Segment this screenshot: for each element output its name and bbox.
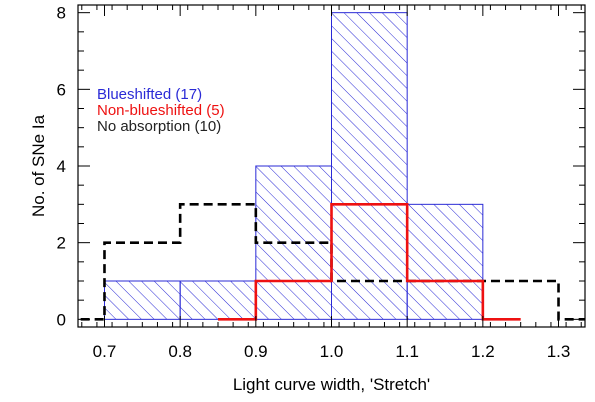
y-tick-label: 8 (57, 4, 66, 23)
legend-item-blueshifted: Blueshifted (17) (97, 86, 202, 103)
axes-layer (77, 4, 586, 328)
x-tick-label: 0.9 (244, 342, 268, 361)
histogram-layer (78, 12, 585, 321)
y-tick-label: 2 (57, 234, 66, 253)
no-absorption-step-line (78, 203, 585, 321)
y-tick-label: 4 (57, 157, 66, 176)
x-tick-label: 1.1 (395, 342, 419, 361)
legend-item-non-blueshifted: Non-blueshifted (5) (97, 102, 225, 119)
x-tick-label: 1.3 (547, 342, 571, 361)
tick-labels-layer: 0.7 0.8 0.9 1.0 1.1 1.2 1.3 0 2 4 6 8 (57, 4, 571, 361)
blueshifted-bar-1 (179, 280, 257, 320)
blueshifted-bar-3 (331, 12, 408, 320)
blueshifted-bar-0 (103, 280, 181, 320)
non-blueshifted-step-line (217, 203, 521, 321)
x-axis-title: Light curve width, 'Stretch' (233, 375, 430, 394)
x-tick-label: 1.0 (320, 342, 344, 361)
x-tick-label: 0.7 (93, 342, 117, 361)
y-tick-label: 6 (57, 80, 66, 99)
y-axis-title: No. of SNe Ia (29, 114, 48, 217)
legend: Blueshifted (17) Non-blueshifted (5) No … (97, 86, 225, 135)
blueshifted-bar-4 (406, 203, 484, 320)
x-tick-label: 1.2 (471, 342, 495, 361)
legend-item-no-absorption: No absorption (10) (97, 118, 221, 135)
y-tick-label: 0 (57, 310, 66, 329)
x-tick-label: 0.8 (168, 342, 192, 361)
